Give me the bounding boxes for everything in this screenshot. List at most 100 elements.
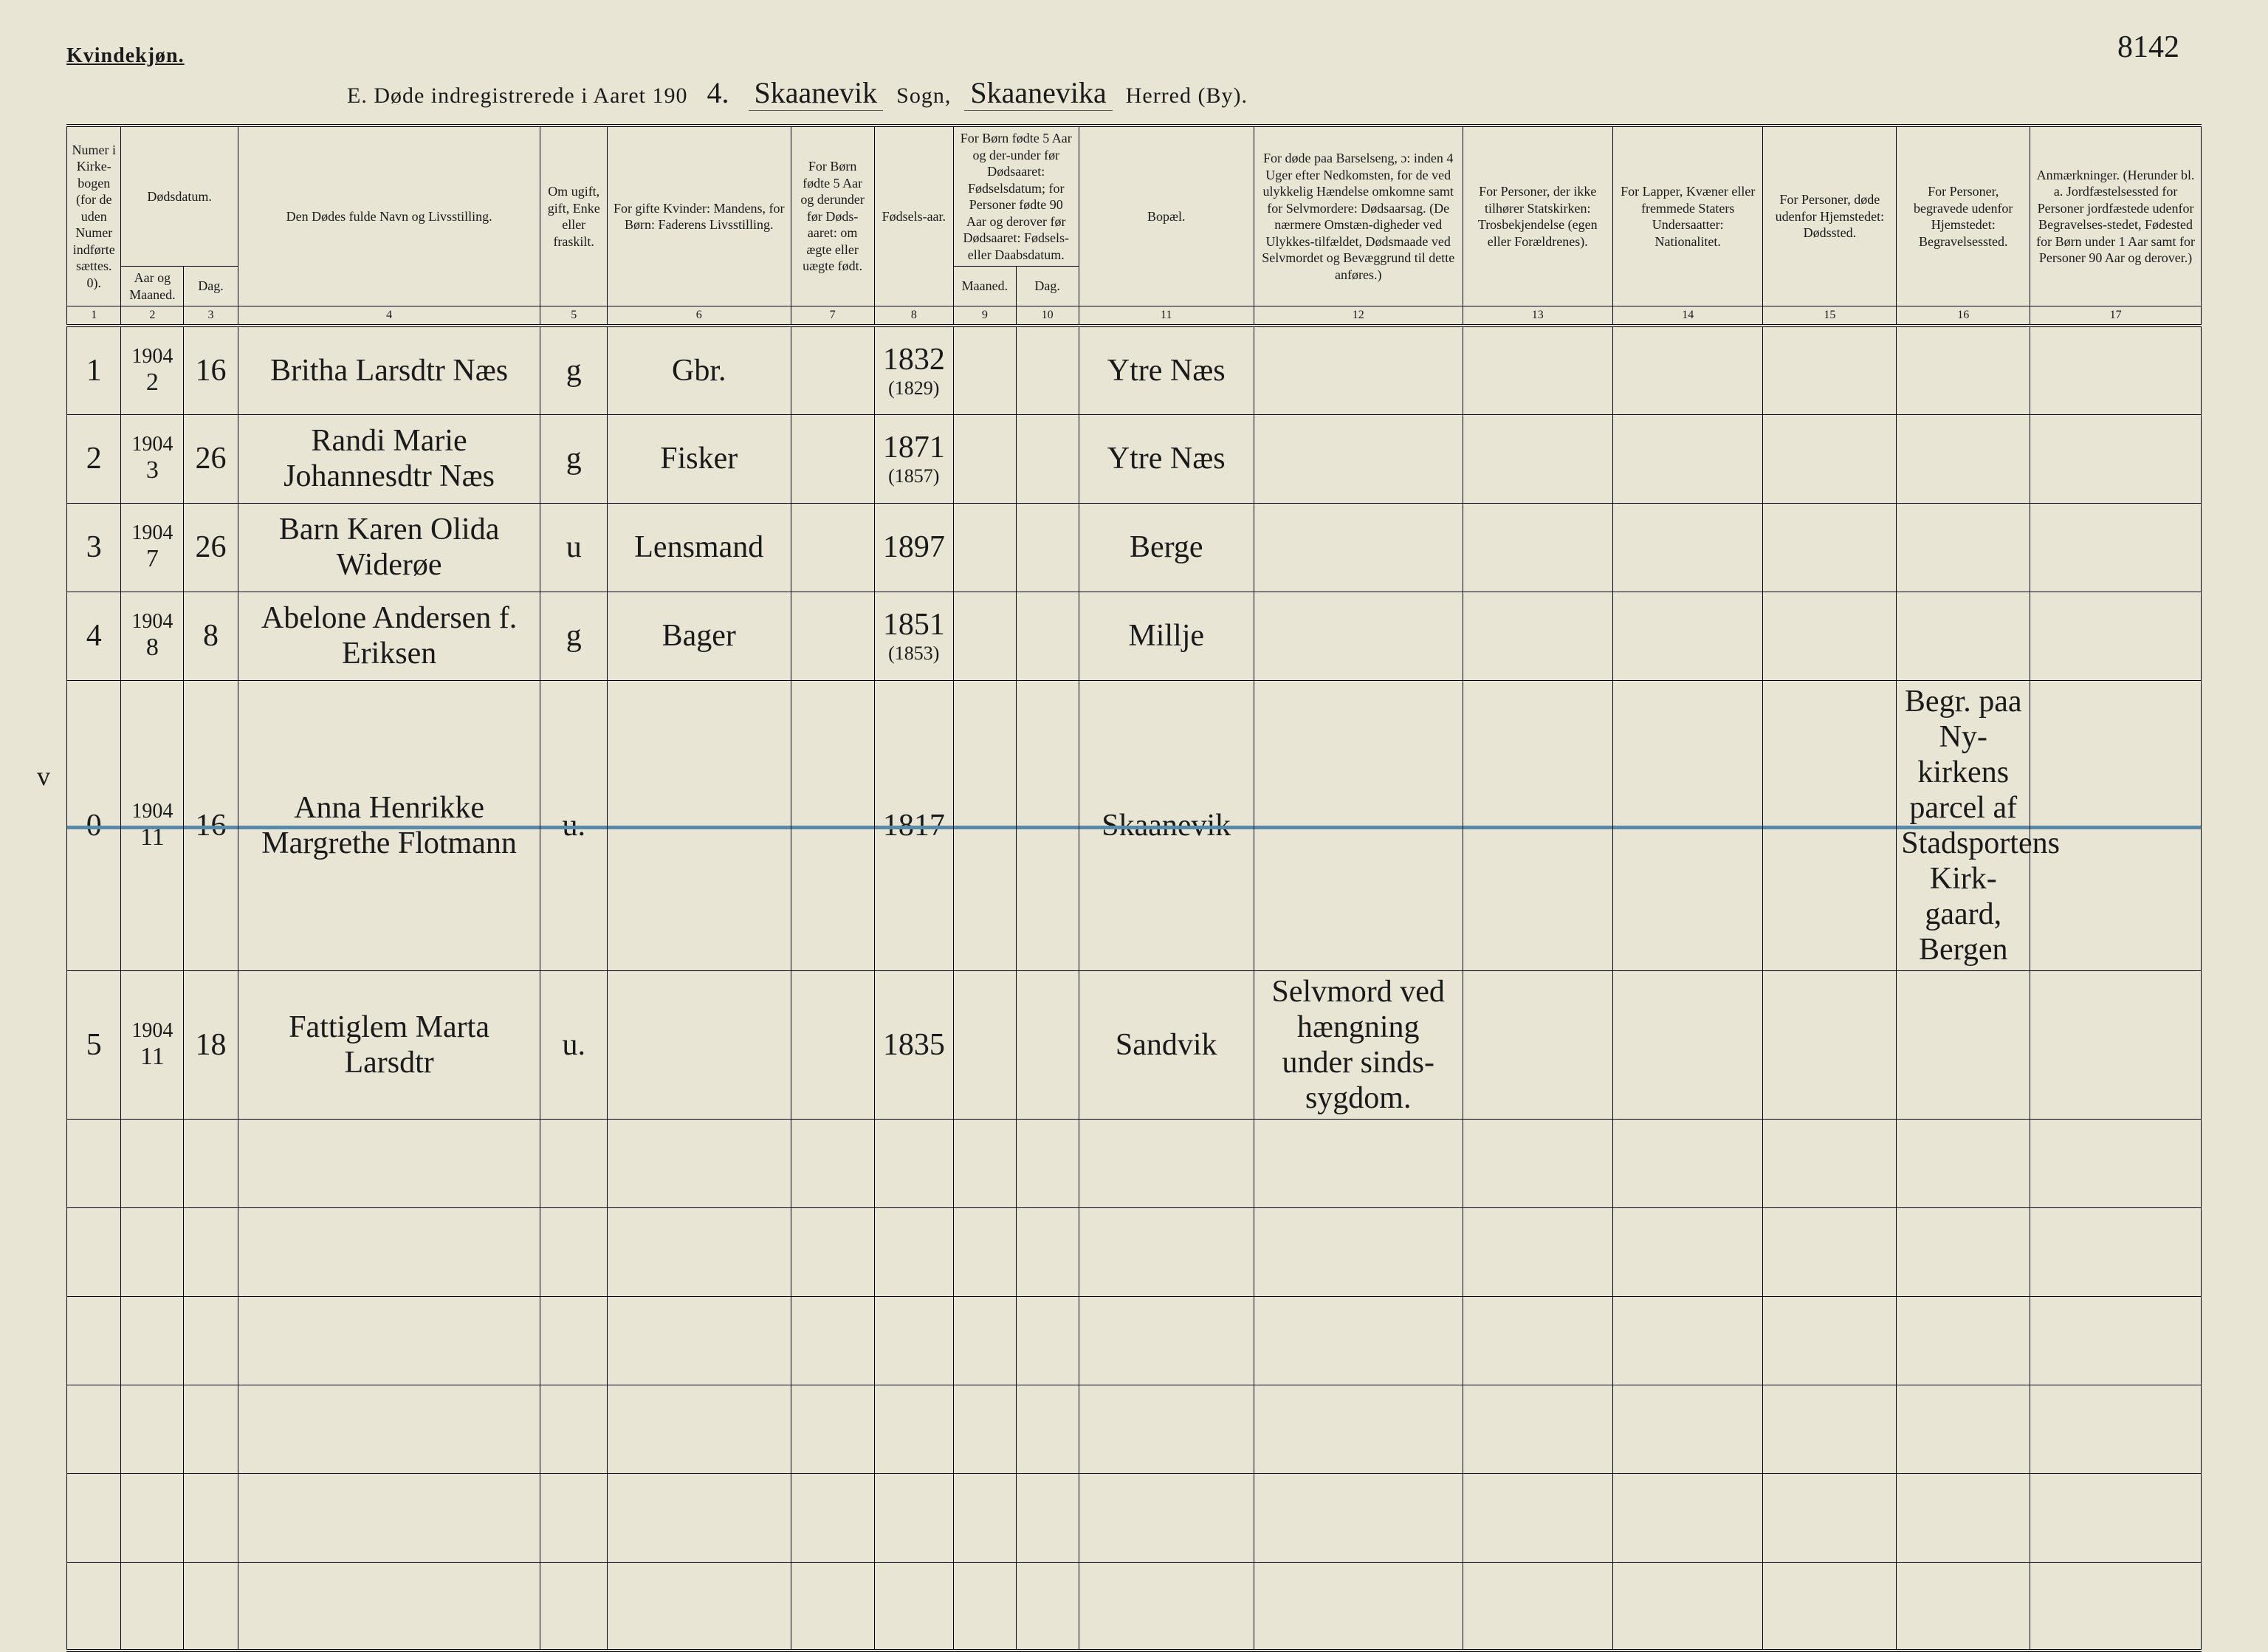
table-cell	[1897, 503, 2030, 592]
table-cell	[1612, 970, 1762, 1119]
table-cell: 19047	[121, 503, 184, 592]
table-cell	[1463, 326, 1612, 414]
col-11-header: Bopæl.	[1079, 126, 1254, 306]
table-cell	[1254, 503, 1463, 592]
table-cell: 4	[67, 592, 121, 680]
table-cell: 190411	[121, 970, 184, 1119]
table-cell	[791, 326, 874, 414]
col-17-header: Anmærkninger. (Herunder bl. a. Jordfæste…	[2030, 126, 2202, 306]
table-cell	[540, 1119, 607, 1207]
col-13-header: For Personer, der ikke tilhører Statskir…	[1463, 126, 1612, 306]
table-cell	[1463, 970, 1612, 1119]
table-cell	[1897, 1385, 2030, 1473]
table-cell	[1016, 1207, 1079, 1296]
table-cell	[1897, 1473, 2030, 1562]
table-cell	[791, 414, 874, 503]
table-cell	[238, 1473, 540, 1562]
table-cell: 1851(1853)	[874, 592, 953, 680]
table-cell	[238, 1119, 540, 1207]
col-7-header: For Børn fødte 5 Aar og derunder før Død…	[791, 126, 874, 306]
col-10-header: Dag.	[1016, 267, 1079, 306]
table-cell	[954, 592, 1017, 680]
table-cell	[1463, 1473, 1612, 1562]
table-row-blank	[67, 1119, 2202, 1207]
table-cell: 3	[67, 503, 121, 592]
herred-value: Skaanevika	[964, 75, 1112, 111]
table-cell	[1612, 1385, 1762, 1473]
colnum: 15	[1763, 306, 1897, 326]
table-cell	[791, 1207, 874, 1296]
table-cell: Anna Henrikke Margrethe Flotmann	[238, 680, 540, 970]
table-cell	[2030, 1119, 2202, 1207]
table-cell	[791, 1385, 874, 1473]
table-cell	[874, 1385, 953, 1473]
table-cell	[1897, 1207, 2030, 1296]
table-cell	[121, 1473, 184, 1562]
table-cell	[1254, 592, 1463, 680]
table-row: 4190488Abelone Andersen f. EriksengBager…	[67, 592, 2202, 680]
table-cell	[1254, 1119, 1463, 1207]
table-cell: 19042	[121, 326, 184, 414]
table-cell: u	[540, 503, 607, 592]
table-cell: Begr. paa Ny-kirkens parcel af Stadsport…	[1897, 680, 2030, 970]
table-cell	[954, 414, 1017, 503]
table-cell: 16	[184, 326, 238, 414]
table-cell	[1763, 503, 1897, 592]
table-cell	[1463, 1119, 1612, 1207]
table-cell	[1612, 1207, 1762, 1296]
table-cell	[791, 680, 874, 970]
table-cell	[2030, 1296, 2202, 1385]
table-cell	[67, 1473, 121, 1562]
table-cell	[121, 1207, 184, 1296]
table-cell	[1763, 1562, 1897, 1651]
table-cell	[1897, 414, 2030, 503]
col-6-header: For gifte Kvinder: Mandens, for Børn: Fa…	[607, 126, 791, 306]
table-cell	[2030, 414, 2202, 503]
table-row: 019041116Anna Henrikke Margrethe Flotman…	[67, 680, 2202, 970]
table-cell	[2030, 592, 2202, 680]
col-14-header: For Lapper, Kvæner eller fremmede Stater…	[1612, 126, 1762, 306]
table-cell	[607, 680, 791, 970]
table-cell	[1463, 1562, 1612, 1651]
table-cell	[954, 1562, 1017, 1651]
herred-label: Herred (By).	[1126, 83, 1248, 109]
table-cell	[1897, 1296, 2030, 1385]
table-cell	[238, 1562, 540, 1651]
table-cell: 19048	[121, 592, 184, 680]
table-row-blank	[67, 1296, 2202, 1385]
col-15-header: For Personer, døde udenfor Hjemstedet: D…	[1763, 126, 1897, 306]
table-cell	[791, 1562, 874, 1651]
col-4-header: Den Dødes fulde Navn og Livsstilling.	[238, 126, 540, 306]
col-8-header: Fødsels-aar.	[874, 126, 953, 306]
table-cell	[1612, 1296, 1762, 1385]
table-cell	[540, 1562, 607, 1651]
table-row: 31904726Barn Karen Olida WiderøeuLensman…	[67, 503, 2202, 592]
colnum: 4	[238, 306, 540, 326]
table-cell: Selvmord ved hængning under sinds-sygdom…	[1254, 970, 1463, 1119]
colnum: 2	[121, 306, 184, 326]
table-cell: 190411	[121, 680, 184, 970]
table-cell	[540, 1385, 607, 1473]
table-cell	[1612, 503, 1762, 592]
table-cell	[1463, 503, 1612, 592]
colnum: 16	[1897, 306, 2030, 326]
register-table: Numer i Kirke-bogen (for de uden Numer i…	[66, 124, 2202, 1652]
table-cell: Ytre Næs	[1079, 326, 1254, 414]
table-cell: Fisker	[607, 414, 791, 503]
table-cell	[2030, 1562, 2202, 1651]
table-cell	[1612, 1473, 1762, 1562]
col-9-header: Maaned.	[954, 267, 1017, 306]
table-cell	[1612, 1562, 1762, 1651]
table-cell	[954, 970, 1017, 1119]
table-cell: Fattiglem Marta Larsdtr	[238, 970, 540, 1119]
table-cell	[1763, 970, 1897, 1119]
table-cell	[1016, 1385, 1079, 1473]
table-row: 519041118Fattiglem Marta Larsdtru.1835Sa…	[67, 970, 2202, 1119]
table-cell	[67, 1385, 121, 1473]
table-cell: 1835	[874, 970, 953, 1119]
table-cell: 5	[67, 970, 121, 1119]
table-cell: u.	[540, 680, 607, 970]
table-cell	[184, 1207, 238, 1296]
table-cell	[1897, 970, 2030, 1119]
table-cell	[954, 680, 1017, 970]
